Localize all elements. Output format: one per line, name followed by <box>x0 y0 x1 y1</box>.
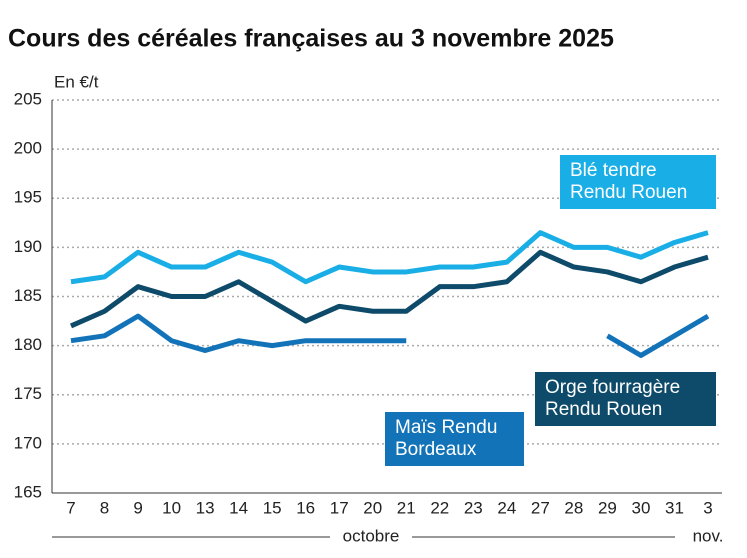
x-tick-label: 9 <box>133 498 142 517</box>
chart-title: Cours des céréales françaises au 3 novem… <box>8 25 614 53</box>
series-line <box>69 249 709 329</box>
x-tick-label: 3 <box>703 498 712 517</box>
y-tick-label: 170 <box>14 433 42 452</box>
x-tick-label: 28 <box>564 498 583 517</box>
x-tick-label: 16 <box>296 498 315 517</box>
series-line <box>70 313 710 358</box>
x-tick-label: 17 <box>330 498 349 517</box>
x-tick-label: 30 <box>631 498 650 517</box>
x-tick-label: 31 <box>665 498 684 517</box>
x-tick-label: 7 <box>66 498 75 517</box>
legend-label: Maïs Rendu Bordeaux <box>385 412 524 466</box>
y-tick-label: 200 <box>14 139 42 158</box>
x-tick-label: 20 <box>363 498 382 517</box>
x-tick-label: 8 <box>100 498 109 517</box>
y-axis-label: En €/t <box>54 72 99 91</box>
x-tick-label: 24 <box>497 498 516 517</box>
x-tick-label: 27 <box>531 498 550 517</box>
series-line <box>70 230 709 285</box>
x-tick-label: 10 <box>162 498 181 517</box>
legend-label: Blé tendre Rendu Rouen <box>560 155 716 209</box>
x-tick-label: 22 <box>430 498 449 517</box>
y-tick-label: 180 <box>14 335 42 354</box>
x-tick-label: 21 <box>397 498 416 517</box>
x-tick-label: 14 <box>229 498 248 517</box>
x-tick-label: 29 <box>598 498 617 517</box>
x-tick-label: 13 <box>196 498 215 517</box>
y-tick-label: 165 <box>14 482 42 501</box>
y-tick-label: 205 <box>14 89 42 108</box>
x-tick-label: 23 <box>464 498 483 517</box>
y-tick-label: 195 <box>14 188 42 207</box>
x-tick-label: 15 <box>263 498 282 517</box>
legend-label: Orge fourragère Rendu Rouen <box>535 372 716 426</box>
month-label: octobre <box>343 526 400 545</box>
y-tick-label: 175 <box>14 384 42 403</box>
y-tick-label: 190 <box>14 237 42 256</box>
month-label: nov. <box>693 526 724 545</box>
y-tick-label: 185 <box>14 286 42 305</box>
